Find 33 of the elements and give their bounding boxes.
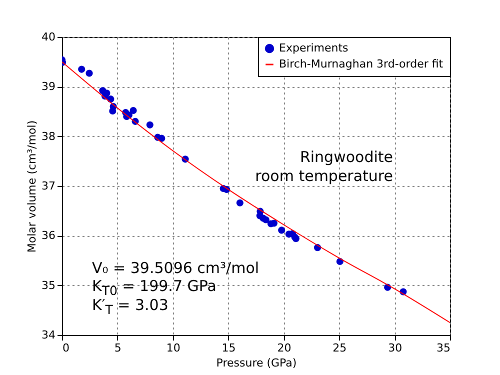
- annotation: K′$_{T}$ = 3.03: [92, 296, 168, 319]
- legend-label: Birch-Murnaghan 3rd-order fit: [279, 58, 444, 70]
- y-tick-label: 38: [42, 130, 56, 143]
- y-tick-label: 35: [42, 278, 56, 292]
- annotation: K$_{T0}$ = 199.7 GPa: [92, 277, 216, 298]
- x-tick-label: 0: [62, 342, 70, 354]
- x-tick-label: 20: [277, 342, 292, 354]
- point: [146, 121, 154, 128]
- y-tick-label: 36: [42, 229, 56, 242]
- point: [78, 66, 86, 73]
- point: [130, 106, 137, 114]
- x-tick-label: 25: [332, 342, 347, 354]
- x-tick-label: 15: [222, 342, 236, 354]
- y-tick-label: 40: [42, 30, 56, 44]
- line-series: [62, 61, 450, 324]
- point: [262, 216, 270, 224]
- x-tick-label: 10: [166, 342, 180, 354]
- y-tick-label: 34: [42, 328, 56, 342]
- point: [236, 199, 244, 206]
- x-tick-label: 30: [388, 342, 402, 354]
- y-axis-title: Molar volume (cm³/mol): [26, 120, 39, 253]
- point: [109, 107, 116, 115]
- x-tick-label: 35: [436, 342, 450, 354]
- y-tick-label: 39: [42, 80, 56, 94]
- x-axis-title: Pressure (GPa): [216, 356, 297, 370]
- annotation: Ringwoodite: [300, 148, 393, 166]
- annotation: room temperature: [255, 167, 393, 185]
- legend-label: Experiments: [279, 42, 349, 54]
- annotation: V₀ = 39.5096 cm³/mol: [92, 259, 260, 277]
- x-tick-label: 5: [114, 342, 122, 354]
- point: [86, 70, 93, 77]
- point: [278, 226, 286, 234]
- y-tick-label: 37: [42, 180, 56, 192]
